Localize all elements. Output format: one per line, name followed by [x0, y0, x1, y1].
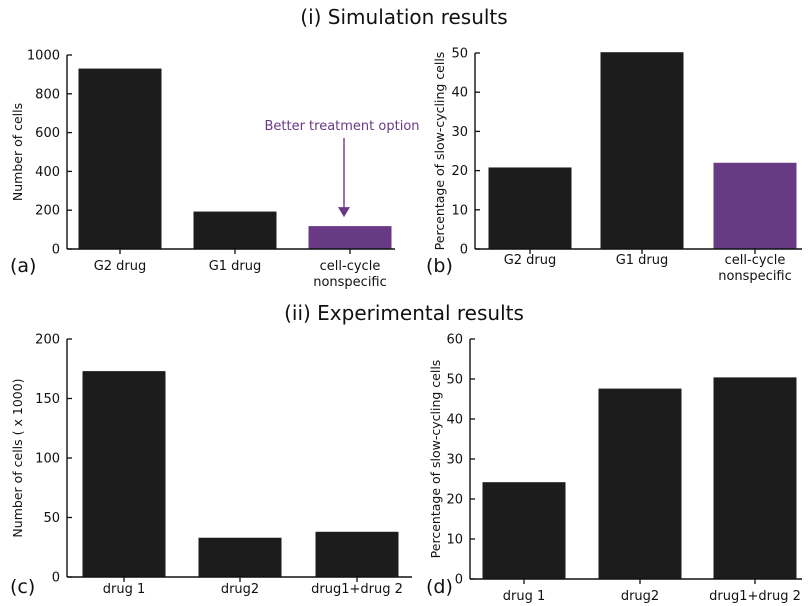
- category-label: drug2: [621, 589, 659, 604]
- y-tick-label: 600: [35, 126, 60, 141]
- chart-panel-3: 0 50 100 150 200 drug 1 drug2 drug1+drug 2 Numbe…: [10, 333, 412, 598]
- bar: [713, 162, 797, 249]
- category-label: G2 drug: [94, 259, 147, 274]
- y-axis-label: Percentage of slow-cycling cells: [432, 52, 447, 251]
- bar: [315, 531, 399, 577]
- y-axis-label: Percentage of slow-cycling cells: [428, 360, 443, 559]
- bar: [482, 482, 566, 579]
- bar: [713, 377, 797, 579]
- category-label: G1 drug: [616, 253, 669, 268]
- category-label: drug 1: [503, 589, 546, 604]
- y-tick-label: 20: [451, 164, 468, 179]
- category-label: G1 drug: [209, 259, 262, 274]
- category-label: cell-cycle nonspecific: [313, 259, 387, 290]
- y-tick-label: 40: [451, 86, 468, 101]
- category-label: drug1+drug 2: [311, 582, 403, 597]
- panel-label: (c): [10, 576, 35, 598]
- y-tick-label: 200: [35, 333, 60, 348]
- bar: [598, 388, 682, 579]
- bar: [193, 211, 277, 249]
- panel-label: (d): [426, 576, 453, 598]
- panel-label: (a): [10, 255, 36, 277]
- annotation-text: Better treatment option: [264, 119, 419, 134]
- section-title-simulation: (i) Simulation results: [300, 5, 507, 29]
- y-tick-label: 10: [446, 533, 463, 548]
- chart-panel-2: 0 10 20 30 40 50 G2 drug G1 drug cell-cycle nonsp…: [426, 47, 802, 284]
- y-tick-label: 200: [35, 204, 60, 219]
- category-label: drug1+drug 2: [709, 589, 801, 604]
- bar: [600, 52, 684, 249]
- bar: [308, 226, 392, 249]
- category-label: G2 drug: [504, 253, 557, 268]
- y-tick-label: 60: [446, 333, 463, 348]
- category-label: drug2: [221, 582, 259, 597]
- y-tick-label: 20: [446, 493, 463, 508]
- y-tick-label: 400: [35, 165, 60, 180]
- chart-panel-1: 0 200 400 600 800 1000 G2 drug G1 drug cell-cycl…: [10, 49, 420, 291]
- y-tick-label: 30: [446, 453, 463, 468]
- y-tick-label: 50: [451, 47, 468, 62]
- y-tick-label: 50: [43, 511, 60, 526]
- y-tick-label: 0: [460, 243, 468, 258]
- annotation-arrow-head: [338, 207, 350, 218]
- y-tick-label: 10: [451, 203, 468, 218]
- y-tick-label: 50: [446, 373, 463, 388]
- category-label: drug 1: [103, 582, 146, 597]
- y-tick-label: 40: [446, 413, 463, 428]
- y-tick-label: 100: [35, 452, 60, 467]
- panel-label: (b): [426, 255, 453, 277]
- y-tick-label: 150: [35, 392, 60, 407]
- chart-panel-4: 0 10 20 30 40 50 60 drug 1 drug2 drug1+drug 2 Perc…: [426, 333, 802, 604]
- y-tick-label: 0: [455, 573, 463, 588]
- y-tick-label: 0: [52, 571, 60, 586]
- category-label: cell-cycle nonspecific: [718, 253, 792, 284]
- y-tick-label: 0: [52, 243, 60, 258]
- bar: [198, 537, 282, 577]
- y-axis-label: Number of cells ( x 1000): [10, 378, 25, 537]
- section-title-experimental: (ii) Experimental results: [284, 301, 524, 325]
- bar: [78, 68, 162, 249]
- bar: [488, 167, 572, 249]
- y-tick-label: 30: [451, 125, 468, 140]
- y-tick-label: 1000: [27, 49, 60, 64]
- bar: [82, 371, 166, 577]
- y-tick-label: 800: [35, 87, 60, 102]
- y-axis-label: Number of cells: [10, 103, 25, 201]
